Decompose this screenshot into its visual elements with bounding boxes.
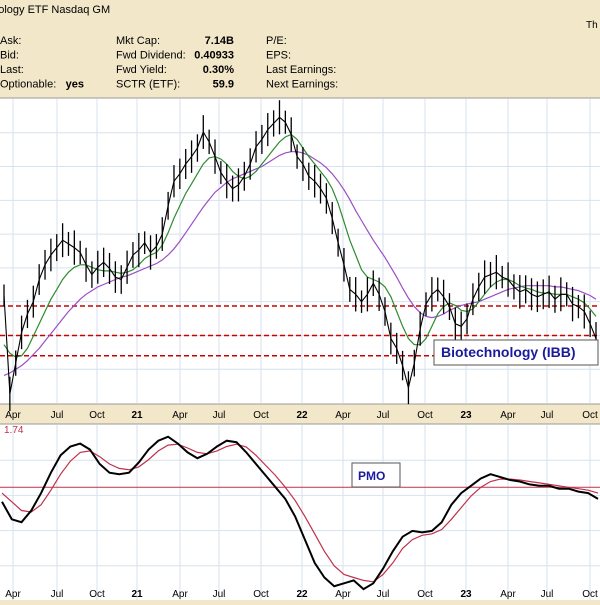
x-tick-label: Jul [51,589,64,600]
pmo-value-label: 1.74 [4,425,24,436]
price-line [3,116,597,395]
x-tick-label: Apr [335,589,351,600]
x-tick-label: Jul [213,410,226,421]
pmo-label-text: PMO [358,469,385,483]
x-tick-label: Oct [253,589,269,600]
x-tick-label: 21 [131,410,143,421]
x-tick-label: Jul [51,410,64,421]
pmo-label-box: PMO [351,462,401,488]
x-tick-label: Oct [253,410,269,421]
x-tick-label: 23 [460,589,472,600]
price-x-axis: Apr Jul Oct 21 Apr Jul Oct 22 Apr Jul Oct 23 Apr Jul O… [5,410,598,421]
x-tick-label: Apr [5,410,21,421]
info-label: Fwd Yield: [116,64,167,76]
x-tick-label: 23 [460,410,472,421]
info-label: Next Earnings: [266,79,338,91]
x-tick-label: Oct [582,410,598,421]
info-label: P/E: [266,35,287,47]
info-label: Fwd Dividend: [116,50,186,62]
pmo-series [1,435,599,591]
ma-short-line [3,133,597,358]
info-label: Last Earnings: [266,64,336,76]
info-value: 0.30% [203,64,234,76]
info-label: Optionable: [0,79,56,91]
x-tick-label: Oct [582,589,598,600]
x-tick-label: Apr [172,589,188,600]
info-label: SCTR (ETF): [116,79,180,91]
x-tick-label: Apr [500,589,516,600]
ma-long-line [3,151,597,376]
info-label: Last: [0,64,24,76]
info-value: 59.9 [213,79,234,91]
info-label: EPS: [266,50,291,62]
x-tick-label: 21 [131,589,143,600]
info-label: Bid: [0,50,19,62]
header-title: onology ETF Nasdaq GM [0,4,110,16]
x-tick-label: Jul [541,589,554,600]
pmo-line [1,435,599,591]
x-tick-label: Oct [89,410,105,421]
x-tick-label: Jul [377,410,390,421]
pmo-signal-line [1,443,599,583]
x-tick-label: Apr [335,410,351,421]
x-tick-label: Oct [417,410,433,421]
info-value: yes [66,79,84,91]
x-tick-label: Jul [377,589,390,600]
x-tick-label: Oct [417,589,433,600]
x-tick-label: Oct [89,589,105,600]
x-tick-label: Jul [541,410,554,421]
x-tick-label: 22 [296,589,308,600]
price-label-text: Biotechnology (IBB) [441,344,576,360]
header-corner-text: Th [586,20,598,31]
info-value: 7.14B [205,35,234,47]
x-tick-label: Apr [500,410,516,421]
pmo-grid [0,425,600,601]
pmo-x-axis: Apr Jul Oct 21 Apr Jul Oct 22 Apr Jul Oct 23 Apr Jul O… [5,589,598,600]
pmo-panel [0,423,600,603]
info-label: Ask: [0,35,21,47]
x-tick-label: Apr [172,410,188,421]
x-tick-label: Jul [213,589,226,600]
price-label-box: Biotechnology (IBB) [433,339,599,366]
info-label: Mkt Cap: [116,35,160,47]
info-value: 0.40933 [194,50,234,62]
info-block: Ask: Bid: Last: Optionable: yes Mkt Cap: 7.14B… [0,35,338,91]
x-tick-label: Apr [5,589,21,600]
x-tick-label: 22 [296,410,308,421]
price-series [3,100,597,412]
